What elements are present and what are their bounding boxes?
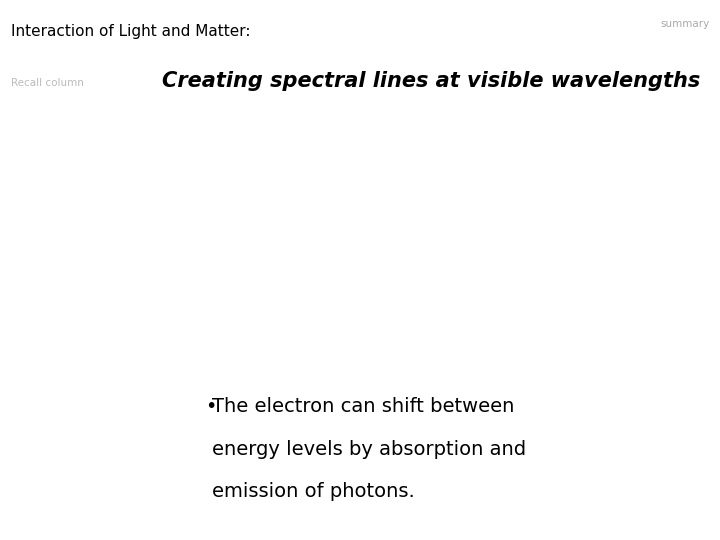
Text: Interaction of Light and Matter:: Interaction of Light and Matter: [11,24,251,39]
Text: Science Visualization Lab -: Science Visualization Lab - [389,296,566,309]
Text: Recall column: Recall column [11,78,84,89]
Text: emission of photons.: emission of photons. [212,482,415,501]
Text: Classical Hydrogen: Classical Hydrogen [382,135,573,153]
Text: Courtesy of:: Courtesy of: [436,223,518,236]
Text: Atom I: Atom I [444,179,510,197]
Text: energy levels by absorption and: energy levels by absorption and [212,440,526,459]
Text: •: • [205,397,217,416]
Text: The Wright Center,: The Wright Center, [415,263,540,276]
Text: summary: summary [660,19,709,29]
Text: Creating spectral lines at visible wavelengths: Creating spectral lines at visible wavel… [162,71,701,91]
Text: The electron can shift between: The electron can shift between [212,397,515,416]
Text: Tufts University/ D.Berry and J. Palmer: Tufts University/ D.Berry and J. Palmer [349,329,606,342]
